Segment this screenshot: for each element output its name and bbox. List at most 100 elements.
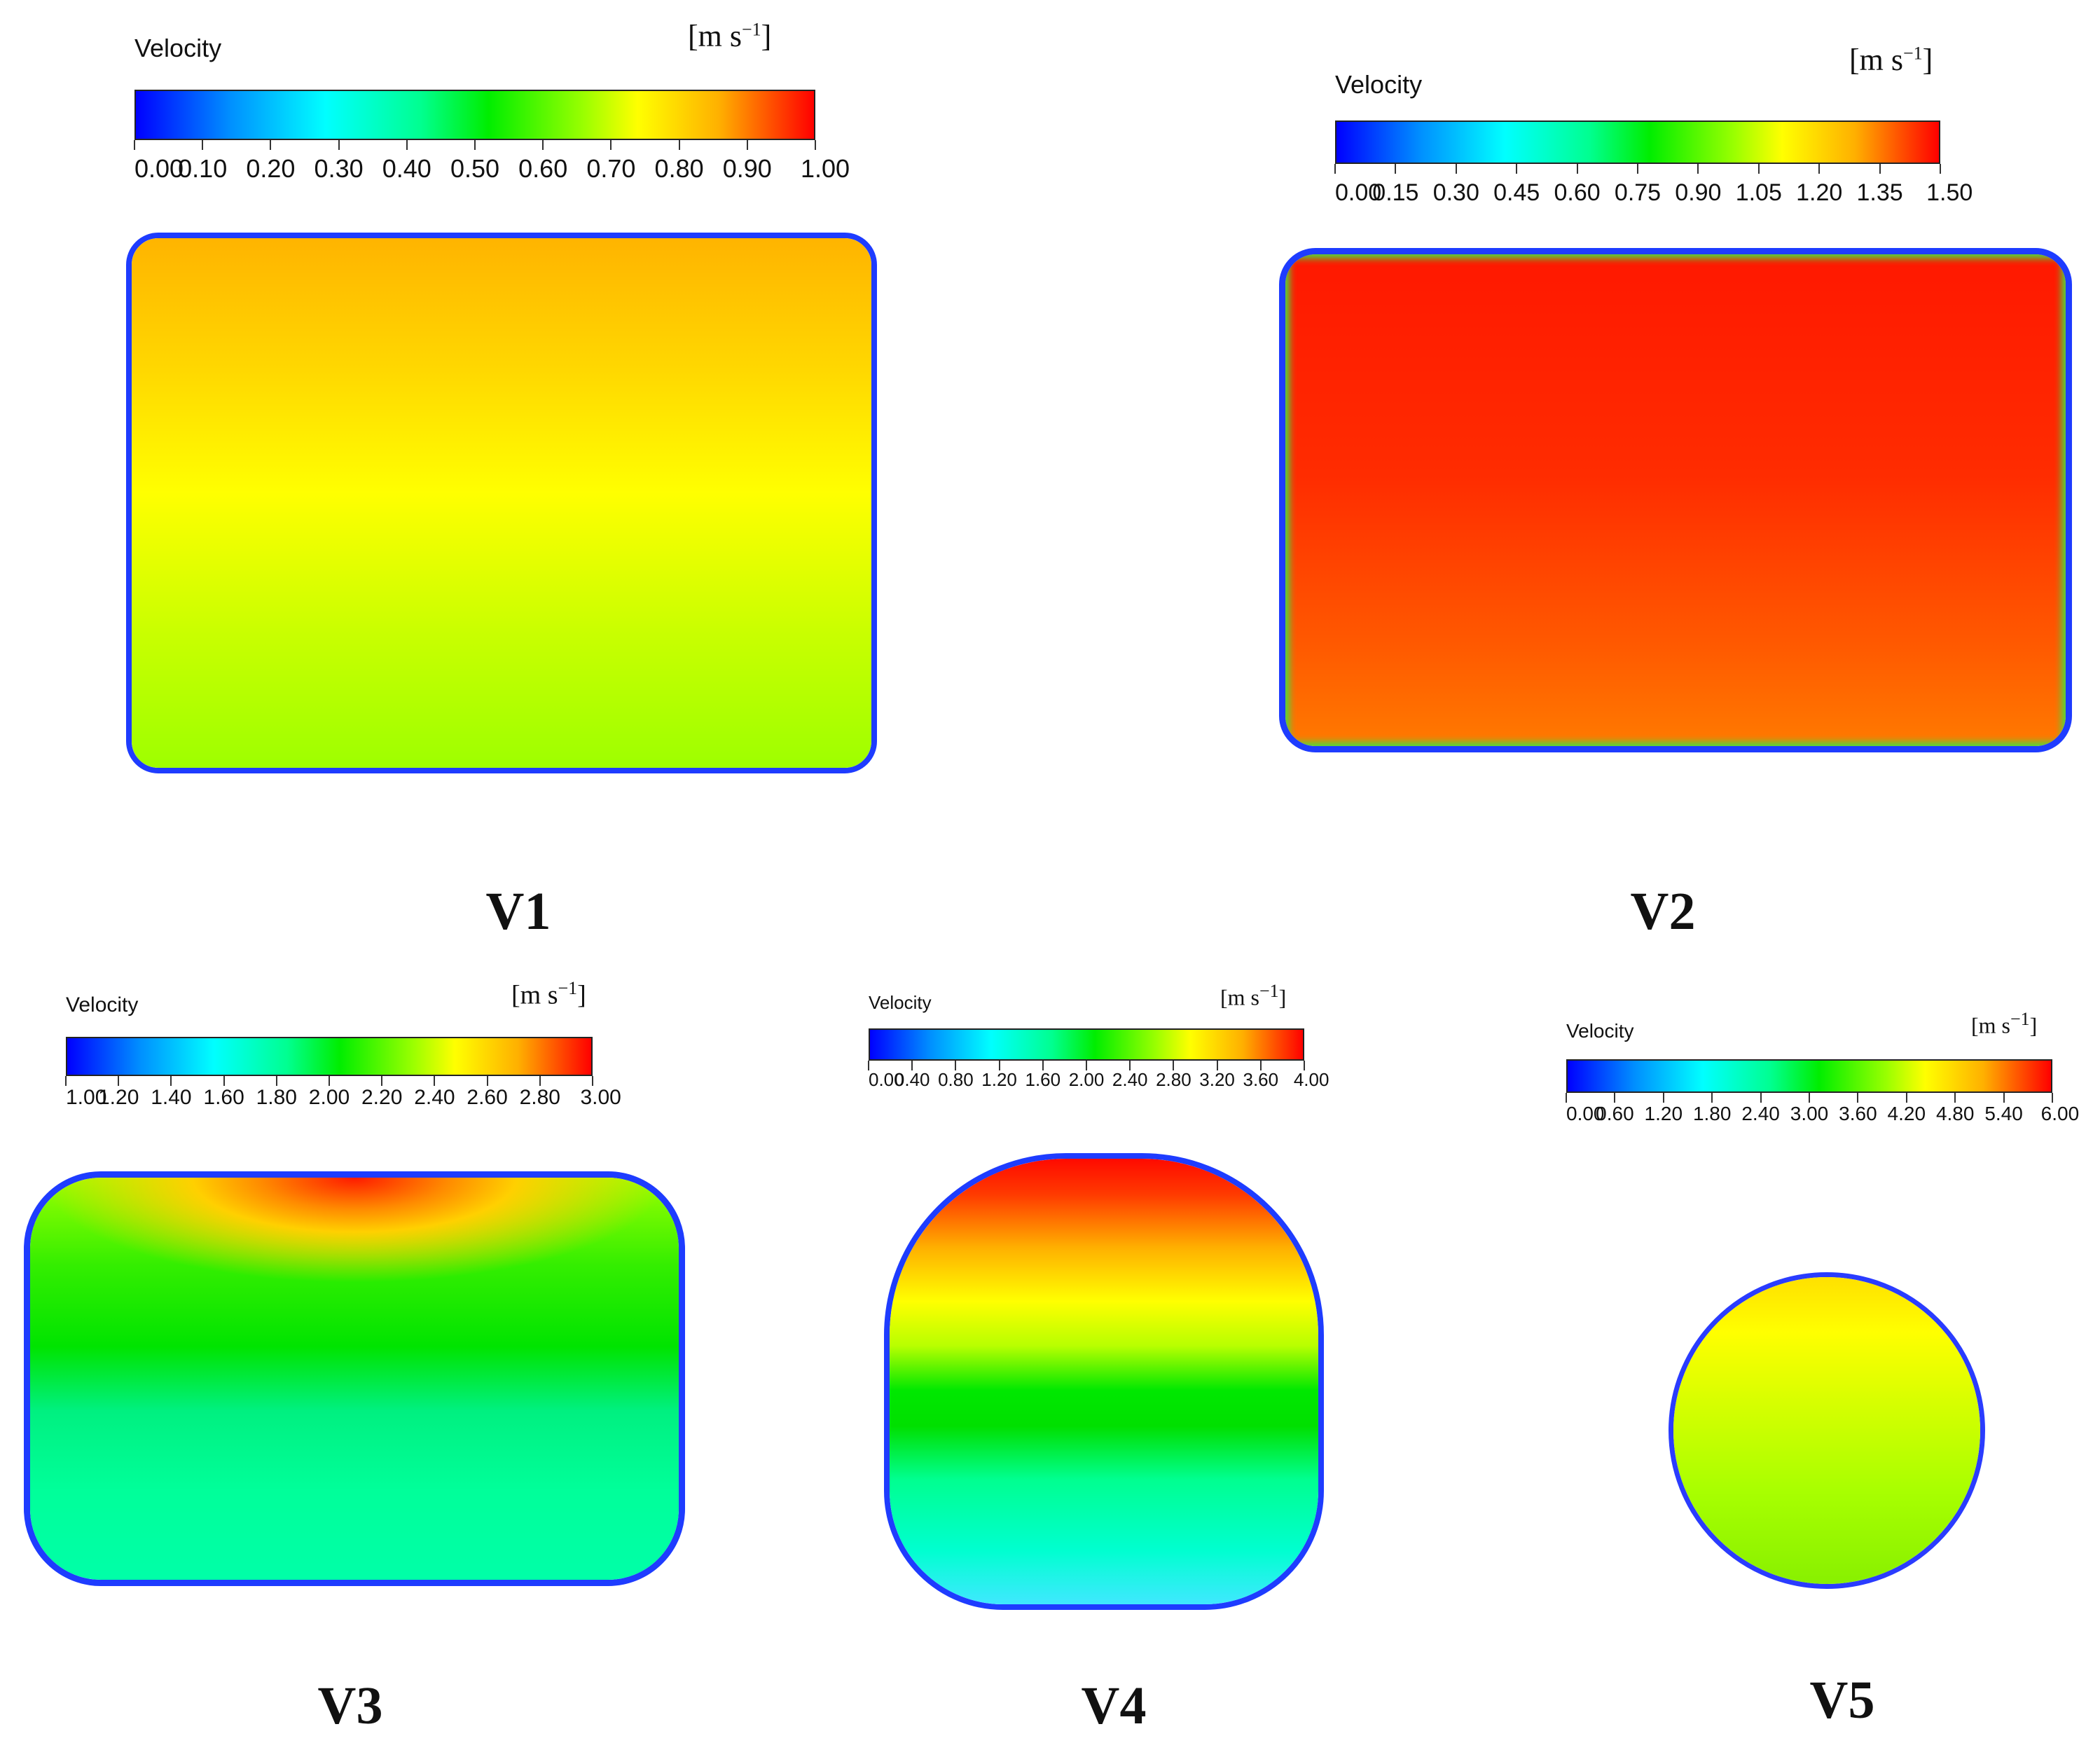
colorbar-tick-label: 3.20 xyxy=(1199,1069,1235,1090)
velocity-field xyxy=(30,1178,679,1580)
colorbar-tick-label: 2.40 xyxy=(1112,1069,1148,1090)
colorbar-legend: Velocity [m s−1] 0.00 0.60 1.20 1.80 2.40 3.0… xyxy=(1566,1009,2079,1125)
colorbar-tick-label: 1.20 xyxy=(1644,1103,1683,1124)
colorbar-tick xyxy=(338,140,340,150)
colorbar-tick-label: 0.30 xyxy=(1432,179,1479,206)
colorbar-tick xyxy=(868,1061,869,1070)
colorbar-tick-label: 0.70 xyxy=(586,154,636,183)
legend-unit: [m s−1] xyxy=(511,978,586,1010)
panel-label: V4 xyxy=(1081,1676,1147,1735)
colorbar-tick xyxy=(1711,1093,1713,1103)
colorbar-tick xyxy=(1216,1061,1218,1070)
colorbar-tick-label: 1.00 xyxy=(800,154,850,183)
legend-unit: [m s−1] xyxy=(1220,981,1287,1010)
colorbar-tick xyxy=(223,1076,225,1086)
colorbar-tick-label: 0.15 xyxy=(1372,179,1419,206)
colorbar xyxy=(1566,1059,2052,1093)
colorbar-tick-label: 2.20 xyxy=(361,1086,403,1109)
colorbar xyxy=(66,1037,593,1076)
velocity-contour-v5 xyxy=(1669,1272,1985,1589)
legend-title: Velocity xyxy=(134,34,222,62)
colorbar-tick-label: 0.80 xyxy=(654,154,704,183)
colorbar-tick xyxy=(1697,164,1699,174)
colorbar-tick xyxy=(2052,1093,2053,1103)
colorbar-tick-label: 0.20 xyxy=(246,154,296,183)
legend-title: Velocity xyxy=(1566,1020,1634,1042)
colorbar-tick-label: 4.20 xyxy=(1887,1103,1926,1124)
colorbar-tick-label: 0.00 xyxy=(1335,179,1382,206)
colorbar-tick xyxy=(1809,1093,1810,1103)
colorbar-tick xyxy=(1173,1061,1175,1070)
colorbar-tick xyxy=(1042,1061,1044,1070)
colorbar-legend: Velocity [m s−1] 0.00 0.15 0.30 0.45 0.60 0.7… xyxy=(1334,43,1973,217)
colorbar-tick-label: 0.00 xyxy=(134,154,184,183)
velocity-contour-v3 xyxy=(24,1171,685,1586)
velocity-field xyxy=(132,238,871,768)
colorbar-tick xyxy=(270,140,272,150)
colorbar-tick-label: 3.00 xyxy=(580,1086,621,1109)
panel-label: V2 xyxy=(1630,882,1696,941)
colorbar-tick-label: 0.40 xyxy=(382,154,431,183)
colorbar-tick xyxy=(1857,1093,1859,1103)
legend-unit: [m s−1] xyxy=(688,19,772,53)
colorbar-tick xyxy=(911,1061,913,1070)
colorbar-tick xyxy=(955,1061,957,1070)
colorbar-tick xyxy=(1129,1061,1131,1070)
velocity-field xyxy=(1673,1277,1980,1584)
legend-title: Velocity xyxy=(1335,70,1423,99)
colorbar-tick-label: 0.10 xyxy=(178,154,228,183)
colorbar-tick-label: 2.00 xyxy=(308,1086,350,1109)
colorbar-tick xyxy=(1576,164,1578,174)
colorbar-tick-label: 0.30 xyxy=(314,154,364,183)
panel-label: V5 xyxy=(1809,1671,1875,1730)
colorbar-tick xyxy=(1757,164,1760,174)
colorbar-tick-label: 0.60 xyxy=(1554,179,1601,206)
colorbar-tick xyxy=(1259,1061,1262,1070)
colorbar-tick-label: 1.50 xyxy=(1926,179,1973,206)
colorbar-tick-label: 6.00 xyxy=(2040,1103,2080,1124)
colorbar-tick xyxy=(202,140,204,150)
colorbar-tick xyxy=(2003,1093,2005,1103)
colorbar-tick xyxy=(1304,1061,1305,1070)
legend-title: Velocity xyxy=(869,992,932,1013)
colorbar-tick-label: 1.80 xyxy=(1692,1103,1732,1124)
colorbar-tick-label: 2.60 xyxy=(467,1086,508,1109)
colorbar-tick-label: 4.00 xyxy=(1293,1069,1329,1090)
colorbar-tick-label: 0.90 xyxy=(1675,179,1722,206)
colorbar-tick-label: 1.60 xyxy=(1025,1069,1061,1090)
colorbar-tick xyxy=(539,1076,541,1086)
colorbar-tick xyxy=(1395,164,1397,174)
colorbar-tick-label: 1.20 xyxy=(97,1086,139,1109)
colorbar-tick-label: 1.35 xyxy=(1856,179,1903,206)
colorbar-tick-label: 0.00 xyxy=(1566,1103,1605,1124)
colorbar-tick-label: 0.40 xyxy=(894,1069,930,1090)
colorbar-tick xyxy=(1334,164,1336,174)
colorbar-tick-label: 5.40 xyxy=(1984,1103,2023,1124)
colorbar xyxy=(869,1028,1304,1061)
colorbar-tick xyxy=(381,1076,383,1086)
colorbar-tick xyxy=(1516,164,1518,174)
velocity-contour-v4 xyxy=(884,1153,1324,1610)
colorbar-tick xyxy=(746,140,748,150)
colorbar-tick xyxy=(592,1076,593,1086)
colorbar-legend: Velocity [m s−1] 0.00 0.40 0.80 1.20 1.60 2.0… xyxy=(868,981,1329,1097)
colorbar-tick xyxy=(65,1076,67,1086)
velocity-contour-v2 xyxy=(1279,248,2072,752)
colorbar-tick xyxy=(1614,1093,1616,1103)
colorbar-tick-label: 2.80 xyxy=(519,1086,560,1109)
colorbar-tick-label: 2.40 xyxy=(1741,1103,1780,1124)
colorbar-tick-label: 0.50 xyxy=(450,154,500,183)
colorbar-tick-label: 3.60 xyxy=(1243,1069,1279,1090)
colorbar-tick xyxy=(406,140,408,150)
panel-label: V3 xyxy=(317,1676,383,1735)
colorbar-tick-label: 4.80 xyxy=(1935,1103,1975,1124)
colorbar-tick xyxy=(434,1076,436,1086)
colorbar-tick xyxy=(1566,1093,1567,1103)
colorbar-tick-label: 0.60 xyxy=(518,154,568,183)
colorbar-tick-label: 0.80 xyxy=(938,1069,974,1090)
colorbar-tick xyxy=(134,140,135,150)
colorbar-tick xyxy=(815,140,816,150)
legend-title: Velocity xyxy=(66,993,139,1017)
colorbar-tick xyxy=(474,140,476,150)
colorbar-tick xyxy=(1455,164,1457,174)
